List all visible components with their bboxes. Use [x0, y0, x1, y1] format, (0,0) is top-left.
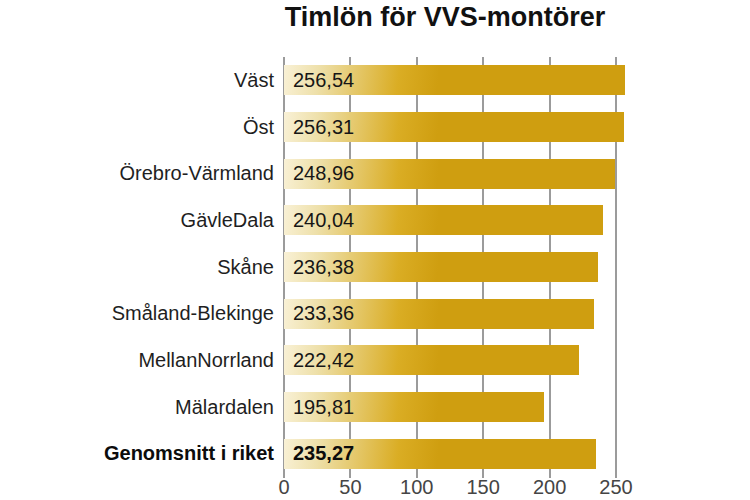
category-label: Väst — [0, 69, 284, 92]
value-label: 248,96 — [284, 162, 354, 185]
value-label: 233,36 — [284, 302, 354, 325]
bar: 233,36 — [284, 299, 594, 329]
bar-rows: Väst256,54Öst256,31Örebro-Värmland248,96… — [0, 57, 750, 477]
table-row: GävleDala240,04 — [0, 197, 750, 244]
bar: 235,27 — [284, 439, 596, 469]
table-row: Genomsnitt i riket235,27 — [0, 430, 750, 477]
bar: 195,81 — [284, 392, 544, 422]
value-label: 222,42 — [284, 349, 354, 372]
value-label: 240,04 — [284, 209, 354, 232]
bar: 256,31 — [284, 112, 624, 142]
table-row: MellanNorrland222,42 — [0, 337, 750, 384]
x-axis: 050100150200250 — [284, 476, 746, 500]
category-label: Mälardalen — [0, 396, 284, 419]
value-label: 256,54 — [284, 69, 354, 92]
category-label: Öst — [0, 116, 284, 139]
category-label: Genomsnitt i riket — [0, 442, 284, 465]
value-label: 256,31 — [284, 116, 354, 139]
bar: 248,96 — [284, 159, 615, 189]
value-label: 195,81 — [284, 396, 354, 419]
table-row: Örebro-Värmland248,96 — [0, 150, 750, 197]
wage-bar-chart: Timlön för VVS-montörer Väst256,54Öst256… — [0, 0, 750, 500]
table-row: Öst256,31 — [0, 104, 750, 151]
category-label: Småland-Blekinge — [0, 302, 284, 325]
value-label: 235,27 — [284, 442, 354, 465]
category-label: Örebro-Värmland — [0, 162, 284, 185]
table-row: Småland-Blekinge233,36 — [0, 290, 750, 337]
bar: 236,38 — [284, 252, 598, 282]
bar: 240,04 — [284, 205, 603, 235]
value-label: 236,38 — [284, 256, 354, 279]
chart-title: Timlön för VVS-montörer — [140, 2, 750, 33]
category-label: MellanNorrland — [0, 349, 284, 372]
table-row: Skåne236,38 — [0, 244, 750, 291]
category-label: Skåne — [0, 256, 284, 279]
x-tick-label: 250 — [576, 476, 656, 499]
plot-area: Väst256,54Öst256,31Örebro-Värmland248,96… — [0, 57, 750, 478]
bar: 222,42 — [284, 345, 579, 375]
bar: 256,54 — [284, 65, 625, 95]
table-row: Mälardalen195,81 — [0, 384, 750, 431]
table-row: Väst256,54 — [0, 57, 750, 104]
category-label: GävleDala — [0, 209, 284, 232]
